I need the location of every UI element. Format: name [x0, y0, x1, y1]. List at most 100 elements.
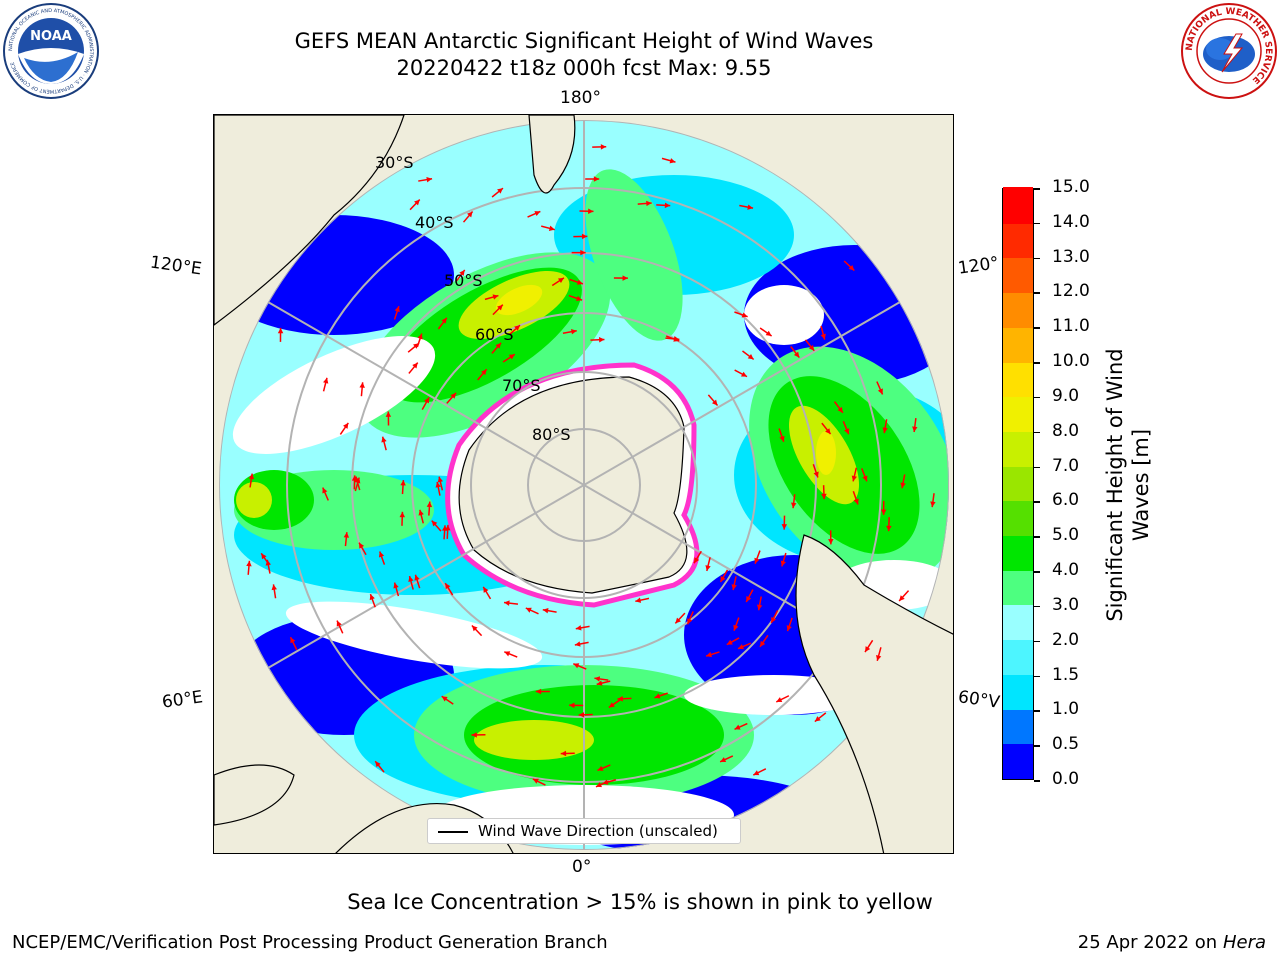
- wind-wave-arrow: [502, 353, 516, 363]
- wind-wave-arrow: [693, 550, 702, 564]
- colorbar: [1002, 187, 1034, 780]
- map-legend: Wind Wave Direction (unscaled): [427, 818, 741, 844]
- colorbar-tick: [1034, 640, 1040, 643]
- wind-wave-arrow: [705, 651, 720, 658]
- lon-label-60w: 60°V: [956, 687, 1001, 713]
- wind-wave-arrow: [656, 202, 671, 209]
- sea-ice-caption: Sea Ice Concentration > 15% is shown in …: [347, 890, 933, 914]
- wind-wave-arrow: [790, 346, 800, 359]
- wind-wave-arrow: [260, 552, 270, 566]
- colorbar-segment: [1003, 742, 1033, 779]
- wind-wave-arrow: [560, 750, 575, 757]
- chart-subtitle: 20220422 t18z 000h fcst Max: 9.55: [396, 56, 772, 80]
- colorbar-tick: [1034, 536, 1040, 538]
- wind-wave-arrow: [354, 476, 361, 491]
- wind-wave-arrow: [509, 324, 521, 336]
- colorbar-tick-label: 0.0: [1052, 769, 1080, 789]
- colorbar-tick-label: 13.0: [1052, 246, 1090, 267]
- lon-label-120w: 120°: [956, 253, 1001, 279]
- wind-wave-arrow: [596, 680, 611, 686]
- colorbar-segment: [1003, 187, 1033, 224]
- wind-wave-arrow: [731, 576, 737, 591]
- colorbar-tick-label: 14.0: [1052, 211, 1090, 232]
- wind-wave-arrow: [759, 634, 769, 648]
- wind-wave-arrow: [886, 517, 892, 532]
- wind-wave-arrow: [418, 176, 433, 183]
- colorbar-tick: [1034, 396, 1040, 399]
- colorbar-segment: [1003, 638, 1033, 675]
- wind-wave-arrow: [477, 368, 488, 381]
- wind-wave-arrow: [734, 311, 748, 318]
- wind-wave-arrow: [491, 342, 502, 354]
- colorbar-segment: [1003, 291, 1033, 328]
- colorbar-tick: [1034, 710, 1040, 712]
- colorbar-tick-label: 2.0: [1052, 629, 1080, 650]
- wind-wave-arrow: [876, 381, 884, 395]
- colorbar-tick: [1034, 222, 1040, 225]
- wind-wave-arrow: [578, 712, 593, 718]
- wind-wave-arrow: [843, 260, 855, 272]
- wind-wave-arrow: [426, 501, 433, 516]
- colorbar-segment: [1003, 569, 1033, 606]
- wind-wave-arrow: [339, 422, 349, 435]
- wind-wave-arrow: [590, 337, 605, 343]
- wind-wave-arrow: [336, 620, 344, 634]
- colorbar-tick: [1034, 466, 1040, 469]
- wind-wave-arrow: [759, 327, 773, 337]
- colorbar-segment: [1003, 707, 1033, 745]
- wind-wave-arrow: [562, 328, 577, 335]
- wind-wave-arrow: [573, 233, 588, 240]
- wind-wave-arrow: [431, 520, 442, 532]
- colorbar-tick: [1034, 188, 1040, 190]
- wind-wave-arrow: [739, 204, 754, 210]
- wind-wave-arrow: [900, 474, 906, 489]
- lat-label-50s: 50°S: [444, 271, 483, 290]
- colorbar-tick-label: 12.0: [1052, 281, 1090, 302]
- wind-wave-arrow: [804, 339, 815, 352]
- colorbar-segment: [1003, 464, 1033, 502]
- colorbar-tick-label: 0.5: [1052, 734, 1080, 755]
- wind-wave-arrow: [359, 382, 365, 397]
- wind-wave-arrow: [828, 530, 834, 545]
- wind-wave-arrow: [444, 582, 454, 596]
- wind-wave-arrow: [613, 275, 628, 281]
- wind-wave-arrow: [532, 778, 546, 786]
- wind-wave-arrow: [542, 607, 557, 614]
- wind-wave-arrow: [573, 663, 587, 670]
- wind-wave-arrow: [407, 342, 420, 353]
- noaa-logo: NOAA NATIONAL OCEANIC AND ATMOSPHERIC AD…: [2, 2, 100, 100]
- wind-wave-arrow: [441, 695, 454, 705]
- wind-wave-arrow: [322, 487, 329, 501]
- wind-wave-arrow: [421, 397, 430, 410]
- wind-wave-arrow: [602, 779, 617, 785]
- wind-wave-arrow: [733, 617, 740, 631]
- wind-wave-arrow: [504, 651, 518, 658]
- wind-wave-arrow: [484, 294, 499, 301]
- legend-line: [438, 831, 468, 833]
- wind-wave-arrow: [446, 392, 457, 404]
- wind-wave-arrow: [289, 636, 298, 651]
- wind-wave-arrow: [726, 637, 740, 646]
- wind-wave-arrow: [617, 696, 632, 702]
- colorbar-tick: [1034, 362, 1040, 364]
- map-canvas: [214, 115, 953, 853]
- wind-wave-arrow: [393, 305, 400, 320]
- wind-wave-arrow: [437, 476, 444, 491]
- wind-wave-arrow: [444, 524, 451, 539]
- wind-wave-arrow: [418, 509, 425, 524]
- wind-wave-arrow: [880, 500, 887, 515]
- wind-wave-arrow: [864, 639, 874, 653]
- wind-wave-arrow: [343, 532, 350, 547]
- wind-wave-arrow: [754, 550, 761, 564]
- wind-wave-arrow: [471, 732, 486, 738]
- colorbar-tick: [1034, 745, 1040, 747]
- colorbar-segment: [1003, 395, 1033, 432]
- wind-wave-arrow: [277, 327, 284, 342]
- wind-wave-arrow: [248, 473, 255, 488]
- colorbar-tick-label: 8.0: [1052, 420, 1080, 441]
- colorbar-tick: [1034, 327, 1040, 329]
- wind-wave-arrow: [435, 481, 441, 496]
- wind-wave-arrow: [686, 611, 694, 625]
- wind-wave-arrow: [608, 699, 621, 709]
- wind-wave-arrow: [385, 411, 392, 426]
